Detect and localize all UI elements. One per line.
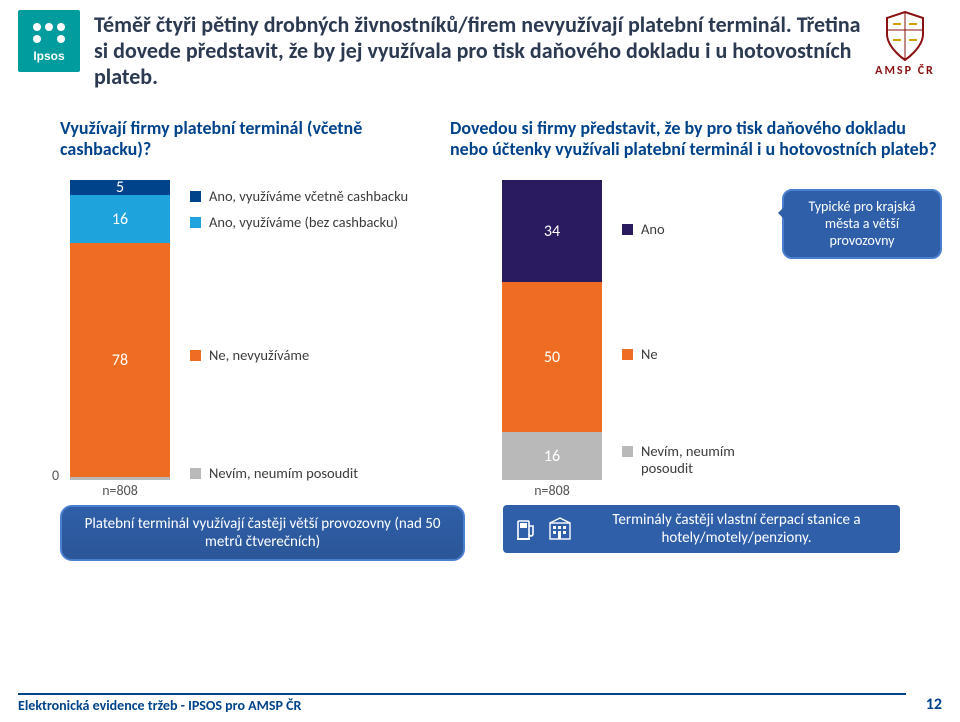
chart2-bar: 345016 [502, 179, 602, 480]
footer: Elektronická evidence tržeb - IPSOS pro … [18, 693, 942, 714]
legend-swatch [622, 446, 633, 457]
bar-segment: 78 [70, 243, 170, 477]
shield-icon [883, 10, 927, 62]
legend-label: Ano [641, 221, 665, 238]
note-box-left: Platební terminál využívají častěji větš… [60, 505, 465, 561]
bar-segment [70, 477, 170, 480]
bar-segment: 16 [502, 432, 602, 480]
bottom-boxes: Platební terminál využívají častěji větš… [0, 493, 960, 561]
bar-segment: 5 [70, 180, 170, 195]
bar-segment: 50 [502, 282, 602, 432]
legend-label: Nevím, neumím posoudit [209, 465, 358, 482]
chart1-bar: 516780 [70, 179, 170, 480]
subhead-row: Využívají firmy platební terminál (včetn… [0, 90, 960, 161]
legend-label: Nevím, neumím posoudit [641, 443, 772, 476]
legend-item: Ano, využíváme včetně cashbacku [190, 188, 452, 205]
bar-segment: 34 [502, 180, 602, 282]
legend-item: Nevím, neumím posoudit [190, 465, 452, 482]
subhead-right: Dovedou si firmy představit, že by pro t… [450, 118, 942, 161]
legend-swatch [622, 349, 633, 360]
amsp-label: AMSP ČR [868, 64, 942, 78]
ipsos-logo: Ipsos [18, 10, 80, 72]
legend-item: Ne [622, 346, 772, 363]
legend-label: Ne, nevyužíváme [209, 347, 309, 364]
callout-column: Typické pro krajská města a větší provoz… [782, 179, 942, 493]
legend-swatch [190, 468, 201, 479]
fuel-pump-icon [515, 517, 539, 541]
bar-segment-label-outside: 0 [52, 467, 59, 484]
legend-item: Ne, nevyužíváme [190, 347, 452, 364]
legend-label: Ano, využíváme včetně cashbacku [209, 188, 408, 205]
legend-label: Ano, využíváme (bez cashbacku) [209, 214, 398, 231]
legend-swatch [622, 224, 633, 235]
legend-swatch [190, 350, 201, 361]
chart2-legend: Ano Ne Nevím, neumím posoudit [622, 179, 772, 493]
legend-item: Nevím, neumím posoudit [622, 443, 772, 476]
chart2-column: 345016 n=808 [492, 179, 612, 493]
legend-swatch [190, 217, 201, 228]
charts-row: 516780 n=808 Ano, využíváme včetně cashb… [0, 161, 960, 493]
note-box-right: Terminály častěji vlastní čerpací stanic… [503, 505, 900, 553]
legend-label: Ne [641, 346, 658, 363]
bar-segment: 16 [70, 195, 170, 243]
chart1-caption: n=808 [60, 482, 180, 499]
chart2-caption: n=808 [492, 482, 612, 499]
callout-note: Typické pro krajská města a větší provoz… [782, 189, 942, 259]
page-number: 12 [906, 695, 942, 714]
amsp-logo: AMSP ČR [868, 10, 942, 78]
legend-item: Ano [622, 221, 772, 238]
legend-swatch [190, 191, 201, 202]
box-right-text: Terminály častěji vlastní čerpací stanic… [585, 511, 888, 547]
legend-item: Ano, využíváme (bez cashbacku) [190, 214, 452, 231]
title-block: Téměř čtyři pětiny drobných živnostníků/… [80, 10, 868, 90]
chart1-column: 516780 n=808 [60, 179, 180, 493]
page-title: Téměř čtyři pětiny drobných živnostníků/… [94, 12, 868, 90]
subhead-left: Využívají firmy platební terminál (včetn… [60, 118, 390, 161]
box-right-icons [515, 517, 573, 541]
header: Ipsos Téměř čtyři pětiny drobných živnos… [0, 0, 960, 90]
hotel-icon [547, 517, 573, 541]
svg-text:Ipsos: Ipsos [33, 49, 65, 63]
chart1-legend: Ano, využíváme včetně cashbacku Ano, využ… [190, 179, 482, 493]
footer-text: Elektronická evidence tržeb - IPSOS pro … [18, 693, 906, 714]
ipsos-logo-icon: Ipsos [26, 18, 72, 64]
